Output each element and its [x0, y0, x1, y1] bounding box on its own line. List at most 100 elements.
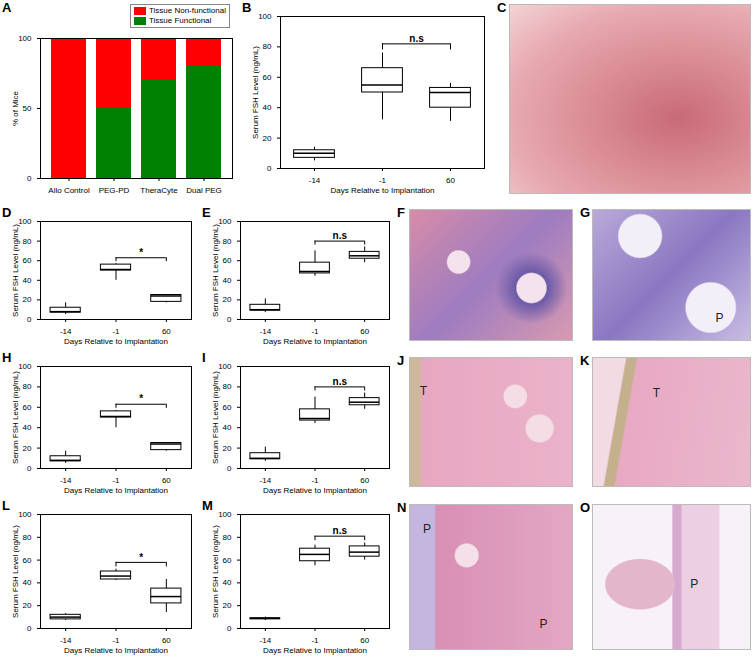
html-text:D: D	[2, 205, 12, 220]
svg-text:Days Relative to Implantation: Days Relative to Implantation	[263, 646, 367, 655]
svg-text:20: 20	[23, 444, 32, 453]
svg-text:60: 60	[223, 256, 232, 265]
svg-text:-14: -14	[60, 636, 72, 645]
html-text:B: B	[242, 0, 252, 15]
svg-text:60: 60	[360, 636, 369, 645]
svg-text:-1: -1	[311, 476, 319, 485]
svg-text:Serum FSH Level (ng/mL): Serum FSH Level (ng/mL)	[211, 525, 220, 618]
svg-text:-1: -1	[112, 636, 120, 645]
svg-text:80: 80	[263, 42, 272, 51]
svg-text:60: 60	[263, 73, 272, 82]
svg-text:80: 80	[223, 533, 232, 542]
svg-text:Days Relative to Implantation: Days Relative to Implantation	[64, 646, 168, 655]
svg-text:n.s: n.s	[409, 33, 424, 44]
svg-text:40: 40	[223, 578, 232, 587]
svg-text:0: 0	[27, 174, 32, 183]
svg-text:80: 80	[23, 237, 32, 246]
svg-text:Serum FSH Level (ng/mL): Serum FSH Level (ng/mL)	[11, 525, 20, 618]
html-text:H: H	[2, 350, 12, 365]
svg-text:*: *	[139, 393, 143, 404]
svg-text:100: 100	[18, 217, 32, 226]
svg-text:PEG-PD: PEG-PD	[99, 186, 130, 195]
svg-text:0: 0	[27, 464, 32, 473]
svg-text:Serum FSH Level (ng/mL): Serum FSH Level (ng/mL)	[11, 371, 20, 464]
html-text:A: A	[2, 0, 12, 15]
html-text:O: O	[580, 500, 591, 515]
svg-text:60: 60	[23, 403, 32, 412]
svg-text:TheraCyte: TheraCyte	[140, 186, 178, 195]
svg-text:0: 0	[227, 315, 232, 324]
svg-text:Days Relative to Implantation: Days Relative to Implantation	[64, 486, 168, 495]
svg-text:n.s: n.s	[333, 230, 348, 241]
svg-text:60: 60	[23, 556, 32, 565]
svg-text:20: 20	[23, 295, 32, 304]
svg-text:Serum FSH Level (ng/mL): Serum FSH Level (ng/mL)	[11, 224, 20, 317]
svg-text:-14: -14	[60, 327, 72, 336]
svg-text:0: 0	[227, 624, 232, 633]
svg-text:40: 40	[263, 103, 272, 112]
svg-text:80: 80	[223, 237, 232, 246]
svg-text:80: 80	[23, 382, 32, 391]
svg-text:40: 40	[23, 276, 32, 285]
svg-text:60: 60	[162, 636, 171, 645]
svg-text:-1: -1	[311, 327, 319, 336]
svg-text:Days Relative to Implantation: Days Relative to Implantation	[64, 337, 168, 346]
svg-text:0: 0	[27, 315, 32, 324]
svg-text:-14: -14	[260, 636, 272, 645]
svg-text:40: 40	[23, 578, 32, 587]
svg-text:100: 100	[258, 12, 272, 21]
svg-text:20: 20	[23, 601, 32, 610]
svg-text:100: 100	[18, 362, 32, 371]
svg-text:-14: -14	[60, 476, 72, 485]
svg-text:Serum FSH Level (ng/mL): Serum FSH Level (ng/mL)	[211, 224, 220, 317]
html-text:C: C	[497, 0, 507, 15]
svg-text:Allo Control: Allo Control	[48, 186, 90, 195]
svg-text:100: 100	[218, 217, 232, 226]
svg-text:-1: -1	[112, 476, 120, 485]
svg-text:Dual PEG: Dual PEG	[186, 186, 222, 195]
svg-text:40: 40	[23, 423, 32, 432]
svg-text:40: 40	[223, 276, 232, 285]
svg-text:60: 60	[360, 476, 369, 485]
svg-text:Serum FSH Level (ng/mL): Serum FSH Level (ng/mL)	[251, 46, 260, 139]
svg-text:20: 20	[263, 134, 272, 143]
svg-text:0: 0	[27, 624, 32, 633]
svg-text:20: 20	[223, 601, 232, 610]
svg-text:Days Relative to Implantation: Days Relative to Implantation	[263, 337, 367, 346]
svg-text:-14: -14	[260, 476, 272, 485]
svg-text:n.s: n.s	[333, 525, 348, 536]
svg-text:80: 80	[23, 533, 32, 542]
svg-text:100: 100	[218, 510, 232, 519]
svg-text:-14: -14	[260, 327, 272, 336]
svg-text:50: 50	[23, 104, 32, 113]
svg-text:0: 0	[227, 464, 232, 473]
svg-text:20: 20	[223, 295, 232, 304]
svg-text:-1: -1	[311, 636, 319, 645]
svg-text:60: 60	[223, 556, 232, 565]
svg-text:% of Mice: % of Mice	[11, 90, 20, 126]
svg-text:60: 60	[446, 176, 455, 185]
svg-text:Serum FSH Level (ng/mL): Serum FSH Level (ng/mL)	[211, 371, 220, 464]
svg-text:80: 80	[223, 382, 232, 391]
html-text:M: M	[202, 498, 213, 513]
svg-text:0: 0	[267, 164, 272, 173]
svg-text:*: *	[139, 552, 143, 563]
svg-text:40: 40	[223, 423, 232, 432]
svg-text:20: 20	[223, 444, 232, 453]
html-text:G: G	[580, 205, 591, 220]
svg-text:60: 60	[360, 327, 369, 336]
svg-text:100: 100	[18, 34, 32, 43]
svg-text:Days Relative to Implantation: Days Relative to Implantation	[330, 186, 434, 195]
svg-text:-1: -1	[379, 176, 387, 185]
svg-text:60: 60	[23, 256, 32, 265]
svg-text:-1: -1	[112, 327, 120, 336]
svg-text:100: 100	[18, 510, 32, 519]
svg-text:Days Relative to Implantation: Days Relative to Implantation	[263, 486, 367, 495]
svg-text:n.s: n.s	[333, 376, 348, 387]
svg-text:60: 60	[223, 403, 232, 412]
svg-text:*: *	[139, 247, 143, 258]
svg-text:100: 100	[218, 362, 232, 371]
svg-text:60: 60	[162, 327, 171, 336]
svg-text:-14: -14	[309, 176, 321, 185]
svg-text:60: 60	[162, 476, 171, 485]
